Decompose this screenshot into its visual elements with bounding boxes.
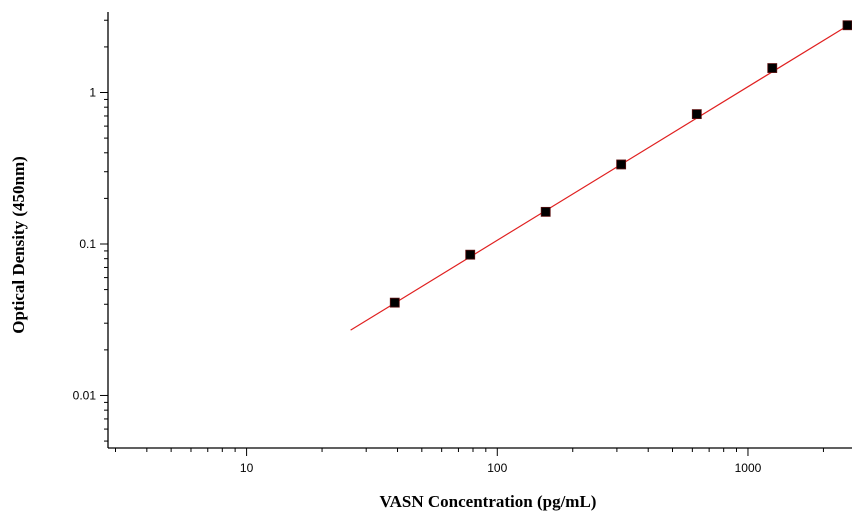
data-point <box>616 159 627 170</box>
x-axis-title: VASN Concentration (pg/mL) <box>380 492 597 511</box>
x-tick-label: 100 <box>487 461 507 475</box>
y-axis: 0.01 0.1 1 <box>73 12 109 448</box>
points-layer <box>389 20 852 308</box>
data-point <box>465 249 476 260</box>
data-point <box>842 20 852 31</box>
data-point <box>540 206 551 217</box>
x-tick-label: 1000 <box>735 461 762 475</box>
data-point <box>389 297 400 308</box>
y-tick-label: 0.1 <box>79 237 96 251</box>
fit-line-layer <box>350 23 852 331</box>
x-axis: 10 100 1000 <box>108 447 852 475</box>
y-tick-label: 0.01 <box>73 388 97 402</box>
x-tick-label: 10 <box>240 461 254 475</box>
y-axis-title: Optical Density (450nm) <box>9 156 28 334</box>
y-tick-label: 1 <box>89 86 96 100</box>
data-point <box>767 63 778 73</box>
fit-line <box>350 23 852 331</box>
data-point <box>691 109 702 120</box>
